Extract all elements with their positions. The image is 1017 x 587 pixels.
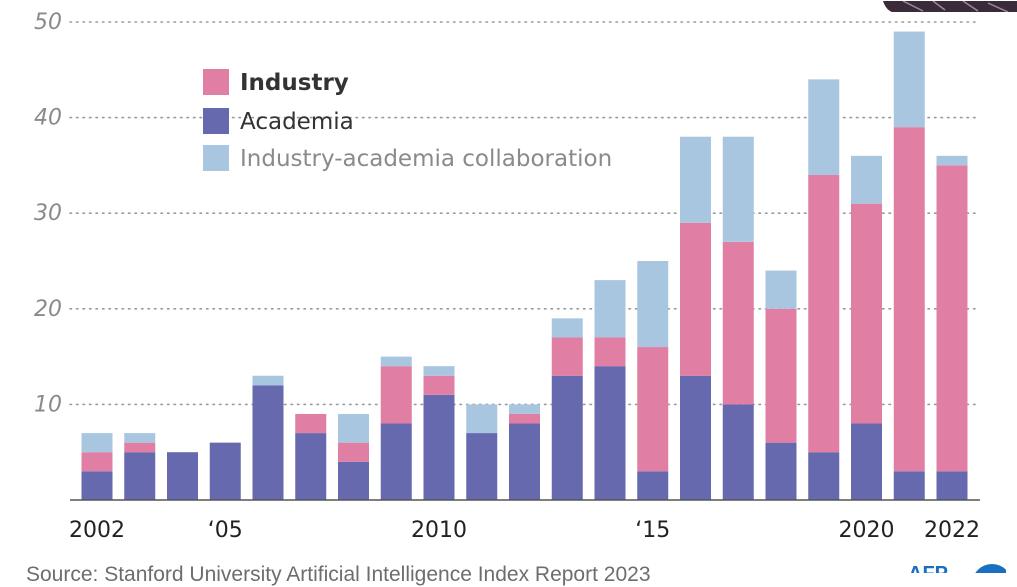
x-tick-label: 2022 xyxy=(924,518,980,543)
legend-label: Industry-academia collaboration xyxy=(240,146,612,172)
bar-2016-industry-academia-collaboration xyxy=(680,136,711,223)
corner-thumbnail-image xyxy=(883,0,1017,12)
bar-2008-industry xyxy=(338,442,369,462)
bar-2019-industry-academia-collaboration xyxy=(808,79,840,175)
bar-2008-academia xyxy=(338,461,369,500)
bar-2020-industry-academia-collaboration xyxy=(851,155,882,204)
bar-2013-industry xyxy=(551,337,583,376)
legend: Industry Academia Industry-academia collab… xyxy=(203,69,612,172)
bar-2012-industry xyxy=(509,413,540,424)
bar-2015-academia xyxy=(637,471,669,500)
bar-2014-academia xyxy=(594,366,626,500)
legend-label: Industry xyxy=(240,70,349,96)
bar-2005-academia xyxy=(209,442,241,500)
bar-2003-industry-academia-collaboration xyxy=(124,433,156,443)
bar-2012-industry-academia-collaboration xyxy=(509,404,540,414)
bar-2022-industry xyxy=(936,165,968,472)
legend-label: Academia xyxy=(240,109,354,135)
bar-2007-industry xyxy=(295,413,327,434)
bar-2015-industry xyxy=(637,347,669,472)
bar-2002-industry-academia-collaboration xyxy=(81,433,113,453)
x-tick-label: ‘15 xyxy=(635,518,670,543)
x-axis-ticks: 2002 ‘05 2010 ‘15 2020 2022 xyxy=(69,518,980,543)
bar-2020-academia xyxy=(851,423,882,500)
y-axis-ticks: 10 20 30 40 50 xyxy=(34,10,62,417)
bar-2022-industry-academia-collaboration xyxy=(936,155,968,166)
y-tick-label: 20 xyxy=(34,297,62,322)
source-note: Source: Stanford University Artificial I… xyxy=(26,563,651,586)
bar-2013-academia xyxy=(551,375,583,500)
bar-2009-academia xyxy=(380,423,412,500)
legend-swatch-industry-academia-collaboration xyxy=(203,145,229,171)
bar-2002-industry xyxy=(81,452,113,472)
bar-2008-industry-academia-collaboration xyxy=(338,413,369,443)
bar-2006-industry-academia-collaboration xyxy=(252,375,284,386)
bar-2021-industry xyxy=(893,127,925,472)
bar-2018-academia xyxy=(765,442,797,500)
x-tick-label: ‘05 xyxy=(208,518,243,543)
bar-2006-academia xyxy=(252,385,284,500)
afp-logo: AFP xyxy=(906,561,1006,573)
stacked-bar-chart: 10 20 30 40 50 2002 ‘05 2010 ‘15 2020 2022 Indust… xyxy=(34,10,981,543)
bar-2011-academia xyxy=(466,433,498,500)
y-tick-label: 30 xyxy=(34,201,62,226)
x-tick-label: 2002 xyxy=(69,518,125,543)
x-tick-label: 2010 xyxy=(411,518,467,543)
bar-2022-academia xyxy=(936,471,968,500)
bar-2007-academia xyxy=(295,433,327,500)
bar-2019-industry xyxy=(808,174,840,453)
bar-2014-industry-academia-collaboration xyxy=(594,280,626,338)
bar-2009-industry xyxy=(380,366,412,424)
bar-2017-academia xyxy=(722,404,754,500)
bar-2003-academia xyxy=(124,452,156,500)
bar-2017-industry-academia-collaboration xyxy=(722,136,754,242)
bar-2009-industry-academia-collaboration xyxy=(380,356,412,367)
legend-swatch-academia xyxy=(203,108,229,134)
afp-logo-text: AFP xyxy=(908,563,948,573)
bar-2012-academia xyxy=(509,423,540,500)
y-tick-label: 50 xyxy=(34,10,62,35)
y-tick-label: 10 xyxy=(34,392,62,417)
bar-2011-industry-academia-collaboration xyxy=(466,404,498,434)
bar-2010-industry xyxy=(423,375,455,395)
bar-2003-industry xyxy=(124,442,156,453)
legend-swatch-industry xyxy=(203,69,229,95)
bar-2016-industry xyxy=(680,222,711,376)
bar-2018-industry-academia-collaboration xyxy=(765,270,797,309)
bars xyxy=(81,31,968,500)
bar-2020-industry xyxy=(851,203,882,424)
bar-2021-academia xyxy=(893,471,925,500)
bar-2018-industry xyxy=(765,308,797,443)
bar-2017-industry xyxy=(722,241,754,405)
bar-2019-academia xyxy=(808,452,840,500)
bar-2010-industry-academia-collaboration xyxy=(423,366,455,376)
y-tick-label: 40 xyxy=(34,106,62,131)
bar-2016-academia xyxy=(680,375,711,500)
bar-2014-industry xyxy=(594,337,626,367)
bar-2021-industry-academia-collaboration xyxy=(893,31,925,128)
bar-2013-industry-academia-collaboration xyxy=(551,318,583,338)
bar-2015-industry-academia-collaboration xyxy=(637,261,669,348)
bar-2002-academia xyxy=(81,471,113,500)
bar-2004-academia xyxy=(167,452,198,500)
x-tick-label: 2020 xyxy=(839,518,895,543)
bar-2010-academia xyxy=(423,394,455,500)
